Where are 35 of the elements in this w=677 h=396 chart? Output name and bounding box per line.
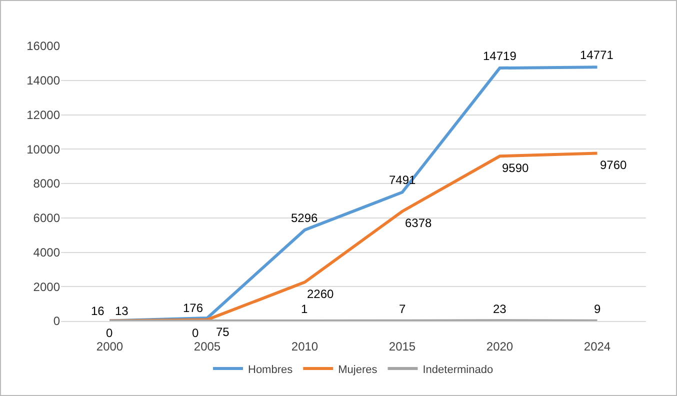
data-label: 9760	[600, 158, 628, 172]
data-label: 176	[183, 301, 204, 315]
data-label: 75	[216, 325, 230, 339]
data-label: 6378	[405, 216, 432, 230]
y-tick-label: 10000	[26, 142, 60, 156]
x-tick-label: 2024	[584, 339, 611, 354]
legend-label: Indeterminado	[422, 364, 494, 376]
x-tick-label: 2005	[194, 339, 221, 354]
y-tick-label: 6000	[33, 211, 60, 226]
y-tick-label: 8000	[33, 176, 60, 191]
x-tick-label: 2015	[388, 339, 416, 354]
x-tick-label: 2010	[291, 339, 318, 354]
data-label: 0	[106, 326, 113, 340]
legend-label: Mujeres	[338, 364, 378, 376]
data-label: 5296	[291, 211, 318, 225]
data-label: 0	[192, 326, 199, 340]
data-label: 16	[91, 304, 105, 318]
data-label: 9	[594, 302, 601, 316]
y-tick-label: 16000	[26, 39, 60, 54]
data-label: 14771	[580, 48, 614, 62]
data-label: 13	[115, 304, 129, 318]
data-label: 1	[301, 302, 308, 316]
data-label: 7	[399, 302, 406, 316]
y-tick-label: 12000	[26, 108, 60, 122]
data-label: 14719	[483, 49, 517, 63]
x-tick-label: 2020	[486, 339, 514, 354]
data-label: 9590	[502, 161, 530, 175]
data-label: 23	[493, 302, 507, 316]
x-tick-label: 2000	[96, 339, 124, 354]
y-tick-label: 4000	[33, 245, 60, 260]
y-tick-label: 2000	[33, 280, 60, 294]
y-tick-label: 0	[53, 314, 60, 328]
y-tick-label: 14000	[26, 74, 60, 88]
legend-label: Hombres	[248, 364, 294, 376]
data-label: 2260	[307, 287, 334, 301]
